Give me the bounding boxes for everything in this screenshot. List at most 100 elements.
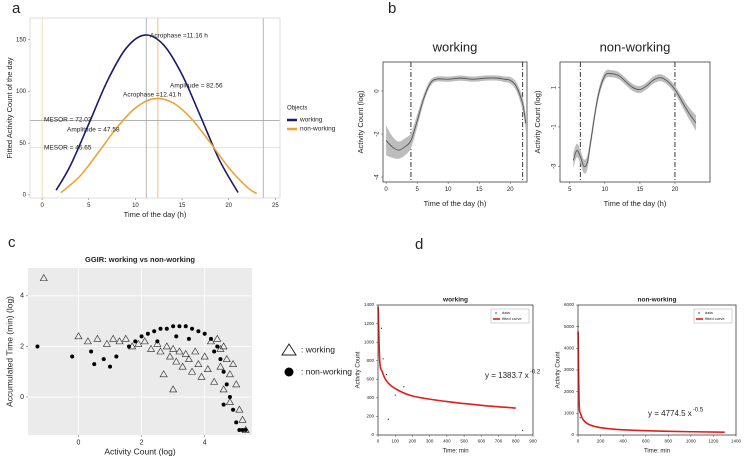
point: [235, 405, 244, 413]
point: [225, 398, 234, 405]
y-tick-label: 6000: [564, 302, 575, 307]
point: [227, 395, 232, 400]
legend-title: Objects: [287, 106, 307, 112]
plot-frame: [29, 17, 281, 199]
point: [171, 324, 176, 329]
x-tick-label: 800: [665, 438, 673, 443]
x-axis-label: Time: min: [644, 449, 670, 455]
x-tick-label: 600: [478, 438, 486, 443]
point: [231, 407, 236, 412]
point: [522, 429, 524, 431]
x-tick-label: 10: [132, 203, 139, 209]
point: [224, 382, 229, 387]
panel-label: a: [12, 0, 21, 17]
y-axis-label: Activity Count: [356, 351, 362, 388]
point: [92, 362, 97, 367]
point: [194, 360, 203, 367]
point: [139, 334, 144, 339]
legend-label: : non-working: [301, 366, 352, 376]
x-tick-label: 5: [568, 187, 572, 193]
y-tick-label: 600: [366, 376, 374, 381]
y-tick-label: 1200: [364, 321, 375, 326]
plot-frame: [382, 61, 528, 183]
point: [35, 344, 40, 349]
point: [159, 370, 168, 378]
x-tick-label: 0: [40, 203, 44, 209]
point: [403, 386, 405, 388]
point: [221, 402, 226, 407]
y-tick-label: 3000: [564, 367, 575, 372]
point: [177, 324, 182, 329]
plot-frame: [559, 61, 711, 183]
point: [152, 329, 157, 334]
x-tick-label: 2: [140, 440, 144, 447]
point: [222, 354, 231, 362]
x-tick-label: 10: [445, 187, 452, 193]
plot-frame: [377, 304, 534, 436]
line: [577, 331, 725, 433]
point: [232, 380, 241, 388]
y-tick-label: 2000: [564, 389, 575, 394]
chart-title: working: [432, 39, 478, 54]
point: [203, 365, 212, 373]
point: [133, 339, 138, 344]
point: [229, 360, 238, 367]
point: [39, 274, 48, 281]
annotation: MESOR = 45.65: [44, 145, 92, 152]
y-tick-label: 0: [371, 432, 374, 437]
y-tick-label: 100: [16, 89, 27, 95]
x-tick-label: 200: [597, 438, 605, 443]
point: [181, 349, 190, 357]
x-tick-label: 20: [672, 187, 679, 193]
confidence-band: [386, 75, 526, 159]
point: [215, 344, 220, 349]
x-tick-label: 700: [495, 438, 503, 443]
point: [134, 339, 143, 347]
x-tick-label: 25: [272, 203, 279, 209]
x-axis-label: Time of the day (h): [124, 210, 187, 219]
x-axis-label: Time of the day (h): [424, 199, 487, 208]
point: [121, 334, 130, 342]
equation: y = 1383.7 x: [485, 371, 529, 380]
x-tick-label: 10: [602, 187, 609, 193]
point: [126, 344, 131, 349]
panel-label: b: [388, 0, 396, 17]
point: [221, 369, 226, 374]
y-tick-label: 0: [375, 89, 381, 93]
x-tick-label: 500: [460, 438, 468, 443]
point: [162, 342, 171, 350]
legend-swatch: [495, 312, 497, 314]
legend-label: working: [299, 117, 323, 124]
x-tick-label: 600: [642, 438, 650, 443]
point: [109, 334, 118, 342]
legend-label: fitted curve: [705, 316, 725, 321]
confidence-band: [573, 69, 696, 174]
point: [147, 344, 156, 352]
equation: y = 4774.5 x: [648, 409, 692, 418]
x-tick-label: 15: [179, 203, 186, 209]
point: [208, 336, 213, 341]
panel-label: d: [415, 236, 423, 253]
point: [216, 344, 225, 352]
x-tick-label: 300: [426, 438, 434, 443]
chart-title: non-working: [600, 39, 671, 54]
point: [237, 427, 242, 432]
annotation: Amplitude = 47.58: [67, 127, 120, 134]
point: [196, 329, 201, 334]
legend-box: [490, 308, 530, 324]
y-tick-label: 0: [571, 432, 574, 437]
x-tick-label: 15: [476, 187, 483, 193]
legend-label: : working: [301, 344, 335, 354]
point: [219, 342, 228, 350]
point: [240, 427, 245, 432]
y-tick-label: 0: [20, 394, 24, 401]
point: [225, 370, 234, 378]
y-tick-label: 5000: [564, 324, 575, 329]
legend-label: fitted curve: [502, 316, 522, 321]
point: [89, 349, 94, 354]
equation-exponent: -0.2: [530, 370, 541, 376]
point: [210, 377, 219, 385]
y-axis-label: Activity Count: [556, 351, 562, 388]
point: [169, 385, 178, 393]
